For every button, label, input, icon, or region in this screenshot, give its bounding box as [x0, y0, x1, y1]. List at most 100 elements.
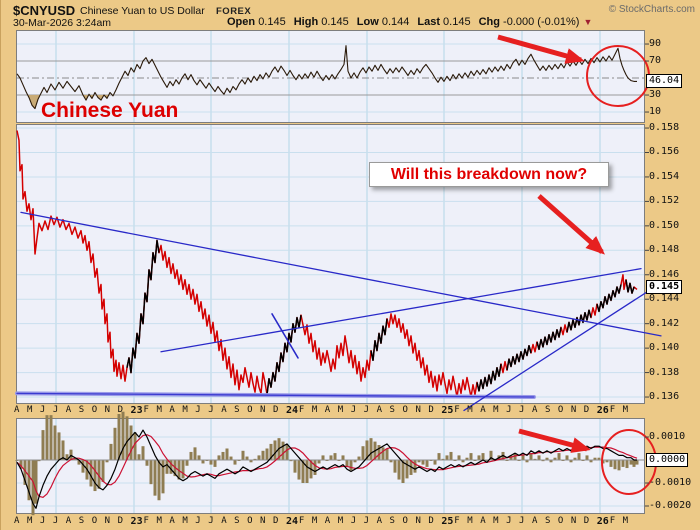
price-axis-label: 0.146 [649, 268, 680, 280]
month-label: N [570, 516, 577, 526]
month-label: M [337, 516, 344, 526]
month-label: M [182, 405, 188, 415]
month-label: A [169, 405, 175, 415]
month-label: D [273, 516, 279, 526]
month-label: 24 [285, 516, 298, 527]
month-label: M [156, 516, 162, 526]
month-label: D [117, 405, 124, 415]
month-label: M [156, 405, 162, 415]
macd-axis-label: -0.0010 [649, 477, 692, 488]
month-label: S [389, 516, 395, 526]
price-axis-label: 0.154 [649, 170, 680, 182]
chg-value: -0.000 (-0.01%) [503, 16, 580, 28]
high-label: High [293, 16, 319, 28]
high-value: 0.145 [321, 16, 349, 28]
month-label: F [143, 405, 149, 415]
month-label: M [493, 516, 499, 526]
month-label: A [169, 516, 175, 526]
month-label: J [208, 405, 214, 415]
month-label: J [506, 405, 512, 415]
chg-label: Chg [478, 16, 500, 28]
macd-panel [16, 418, 645, 514]
month-label: S [389, 405, 395, 415]
month-label: M [337, 405, 344, 415]
rsi-last-value-box: 46.04 [646, 74, 683, 89]
month-label: F [298, 405, 305, 415]
last-label: Last [417, 16, 440, 28]
symbol-label: $CNYUSD [13, 3, 76, 18]
month-label: A [221, 405, 227, 415]
quote-line: Open 0.145 High 0.145 Low 0.144 Last 0.145 C… [219, 16, 592, 28]
price-axis-label: 0.142 [649, 317, 680, 329]
month-label: O [247, 405, 253, 415]
price-axis-label: 0.138 [649, 366, 680, 378]
month-label: N [104, 405, 111, 415]
month-label: A [480, 405, 486, 415]
month-label: O [247, 516, 253, 526]
month-label: A [376, 516, 383, 526]
month-label: O [402, 405, 408, 415]
month-label: D [583, 516, 590, 526]
month-label: A [324, 516, 331, 526]
chinese-yuan-watermark: Chinese Yuan [41, 99, 179, 122]
month-label: O [91, 516, 98, 526]
price-axis-label: 0.150 [649, 219, 680, 231]
symbol-description: Chinese Yuan to US Dollar [80, 5, 205, 17]
month-label: F [143, 516, 149, 526]
month-label: J [350, 516, 357, 526]
price-axis-label: 0.136 [649, 391, 680, 403]
month-label: J [363, 516, 370, 526]
month-label: F [454, 516, 460, 526]
month-label: 26 [596, 405, 609, 416]
month-label: N [260, 405, 266, 415]
month-label: A [65, 405, 72, 415]
month-label: M [311, 516, 318, 526]
month-label: S [234, 405, 240, 415]
breakdown-note-box: Will this breakdown now? [369, 162, 609, 187]
month-label: S [234, 516, 240, 526]
quote-dropdown-triangle[interactable]: ▼ [583, 17, 593, 27]
month-label: O [91, 405, 98, 415]
low-label: Low [356, 16, 379, 28]
month-label: O [402, 516, 408, 526]
month-label: S [544, 516, 551, 526]
month-label: F [609, 405, 616, 415]
month-label: O [557, 405, 564, 415]
month-label: J [506, 516, 512, 526]
macd-axis-label: -0.0020 [649, 500, 692, 511]
month-label: S [78, 516, 85, 526]
month-label: 24 [285, 405, 298, 416]
month-label: J [519, 516, 525, 526]
month-label: N [415, 516, 421, 526]
month-label: N [570, 405, 577, 415]
price-axis-label: 0.158 [649, 122, 680, 134]
month-label: 26 [596, 516, 609, 527]
month-label: J [52, 405, 59, 415]
price-axis-label: 0.140 [649, 342, 680, 354]
rsi-axis-label: 70 [649, 55, 662, 67]
price-last-value-box: 0.145 [646, 279, 683, 294]
month-label: M [467, 516, 473, 526]
month-label: M [467, 405, 473, 415]
macd-last-value-box: 0.0000 [646, 453, 689, 467]
month-label: J [519, 405, 525, 415]
month-label: M [311, 405, 318, 415]
month-label: N [104, 516, 111, 526]
rsi-axis-label: 90 [649, 38, 662, 50]
month-label: M [26, 516, 33, 526]
month-label: D [428, 405, 434, 415]
month-label: M [493, 405, 499, 415]
month-label: S [78, 405, 85, 415]
last-value: 0.145 [443, 16, 471, 28]
month-label: F [298, 516, 305, 526]
open-value: 0.145 [258, 16, 286, 28]
month-label: A [221, 516, 227, 526]
month-label: J [350, 405, 357, 415]
macd-axis-label: 0.0010 [649, 431, 686, 442]
open-label: Open [227, 16, 256, 28]
month-label: J [195, 516, 201, 526]
month-label: 25 [441, 405, 454, 416]
month-label: 23 [130, 516, 143, 527]
month-label: M [622, 516, 629, 526]
